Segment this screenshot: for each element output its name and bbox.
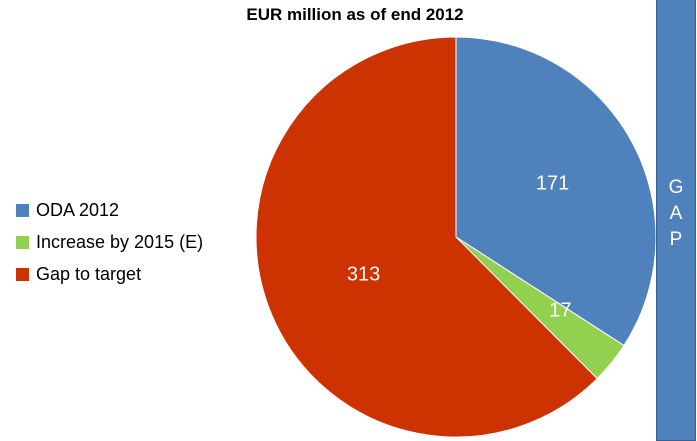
data-label-increase-by-2015-e: 17	[549, 299, 571, 321]
legend-label-gap-to-target: Gap to target	[36, 263, 142, 284]
data-label-oda-2012: 171	[536, 173, 569, 195]
legend-item-oda-2012: ODA 2012	[16, 194, 203, 226]
gap-letter-a: A	[669, 203, 683, 224]
legend: ODA 2012 Increase by 2015 (E) Gap to tar…	[16, 194, 203, 290]
legend-label-increase-by-2015: Increase by 2015 (E)	[36, 231, 204, 252]
chart-title: EUR million as of end 2012	[246, 5, 464, 24]
legend-label-oda-2012: ODA 2012	[36, 199, 120, 220]
gap-letter-g: G	[668, 177, 684, 198]
pie-slice-gap-to-target	[255, 36, 598, 438]
gap-letter-p: P	[669, 229, 683, 250]
pie-slice-oda-2012	[455, 36, 657, 347]
legend-swatch-oda-2012	[16, 203, 29, 217]
legend-swatch-increase-by-2015	[16, 235, 29, 249]
gap-bar: G A P	[656, 0, 696, 441]
legend-item-gap-to-target: Gap to target	[16, 258, 203, 290]
data-label-gap-to-target: 313	[347, 263, 380, 285]
legend-item-increase-by-2015: Increase by 2015 (E)	[16, 226, 203, 258]
legend-swatch-gap-to-target	[16, 267, 29, 281]
